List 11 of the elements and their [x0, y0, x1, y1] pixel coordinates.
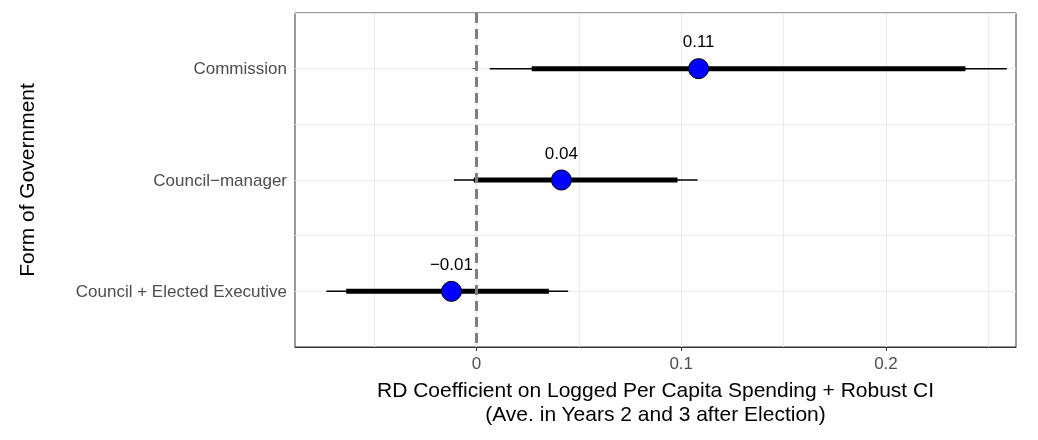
y-axis-title: Form of Government — [15, 82, 38, 277]
data-label: 0.11 — [682, 32, 715, 52]
x-tick-label: 0.1 — [669, 354, 694, 373]
x-tick-label: 0.2 — [874, 354, 898, 373]
y-tick-label: Council + Elected Executive — [75, 281, 287, 301]
data-label: 0.04 — [544, 143, 578, 163]
y-tick-label: Council−manager — [153, 170, 288, 190]
data-label: −0.01 — [429, 254, 473, 274]
x-axis-title: RD Coefficient on Logged Per Capita Spending + Robust CI (Ave. in Years 2 and 3 after Election) — [376, 377, 935, 425]
x-tick-label: 0 — [471, 354, 482, 373]
y-tick-label: Commission — [193, 59, 287, 79]
